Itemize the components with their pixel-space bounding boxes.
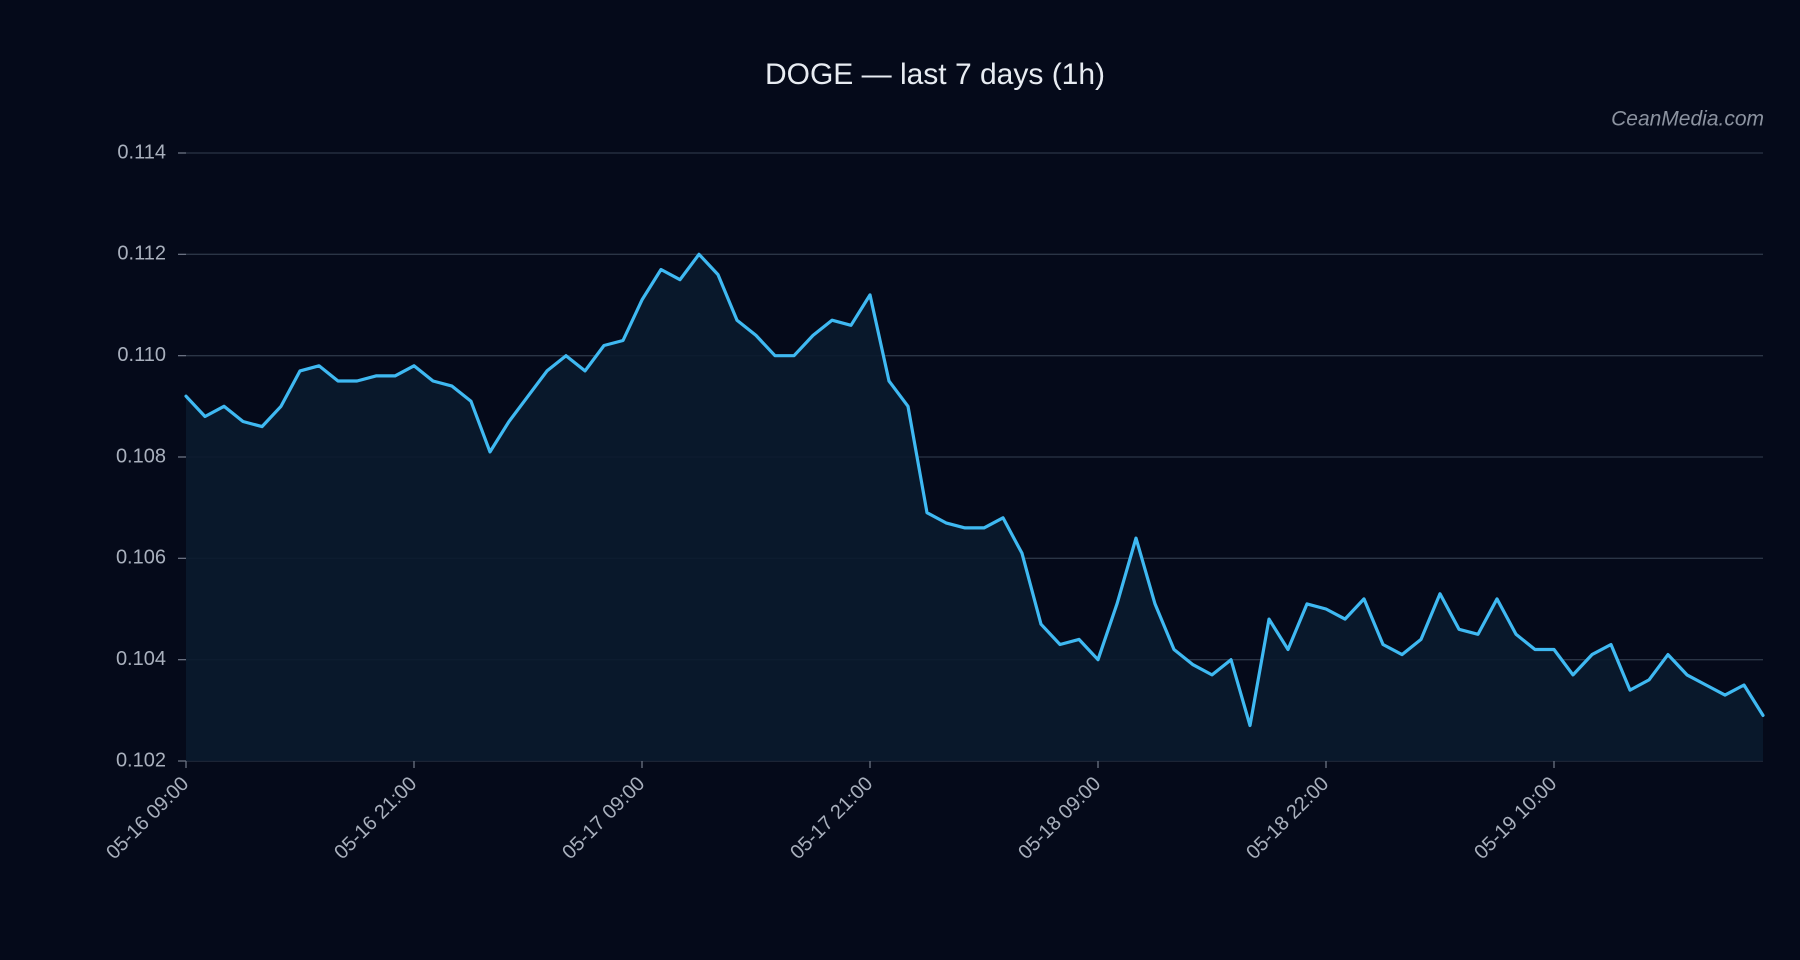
- y-tick-label: 0.102: [116, 749, 166, 771]
- y-tick-label: 0.114: [117, 141, 166, 163]
- y-tick-label: 0.108: [116, 445, 166, 467]
- watermark: CeanMedia.com: [1611, 108, 1764, 131]
- area: [186, 254, 1763, 762]
- y-tick-label: 0.112: [117, 243, 166, 265]
- y-tick-label: 0.110: [117, 344, 166, 366]
- y-tick-label: 0.106: [116, 547, 166, 569]
- y-tick-label: 0.104: [116, 648, 166, 670]
- chart-title: DOGE — last 7 days (1h): [765, 58, 1105, 91]
- line: [184, 252, 1765, 728]
